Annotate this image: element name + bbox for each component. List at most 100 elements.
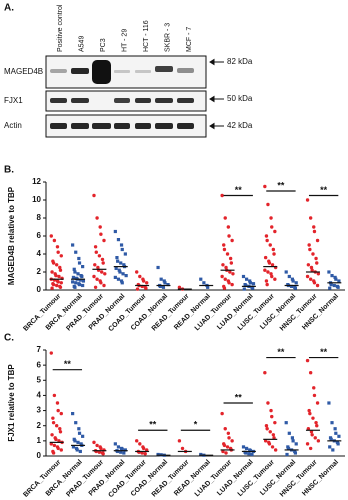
point — [270, 263, 275, 267]
y-tick-label: 0 — [37, 451, 42, 460]
point — [223, 277, 227, 281]
arrowhead — [209, 122, 215, 130]
x-tick-label: COAD_Tumour — [107, 459, 148, 500]
point — [202, 281, 206, 285]
band — [92, 60, 111, 84]
point — [56, 408, 60, 413]
point — [310, 268, 314, 272]
point — [98, 225, 102, 229]
point — [138, 274, 142, 279]
point — [264, 234, 269, 238]
point — [264, 279, 269, 283]
point — [51, 420, 56, 425]
point — [51, 451, 56, 455]
x-tick-label: PRAD_Tumour — [65, 293, 105, 333]
point — [77, 256, 81, 261]
point — [77, 261, 82, 265]
band — [155, 123, 173, 129]
point — [334, 431, 338, 435]
point — [71, 243, 75, 247]
point — [315, 283, 320, 288]
band — [135, 98, 151, 103]
point — [119, 279, 124, 283]
point — [272, 436, 276, 440]
point — [51, 416, 55, 420]
point — [54, 263, 59, 267]
point — [227, 234, 231, 238]
point — [122, 451, 126, 455]
point — [306, 427, 311, 431]
point — [78, 449, 82, 454]
point — [312, 281, 317, 285]
point — [294, 281, 298, 285]
band — [114, 123, 130, 129]
point — [180, 446, 185, 451]
point — [117, 268, 121, 272]
point — [135, 270, 139, 274]
point — [241, 445, 246, 449]
point — [312, 393, 317, 398]
point — [118, 270, 122, 274]
point — [92, 440, 96, 445]
lane-label: SKBR - 3 — [164, 23, 171, 52]
lane-label: HT - 29 — [121, 29, 128, 52]
point — [119, 261, 123, 265]
point — [81, 279, 86, 283]
point — [113, 229, 117, 234]
point — [312, 225, 316, 229]
point — [224, 265, 228, 270]
point — [76, 440, 80, 444]
point — [263, 371, 267, 375]
point — [58, 285, 63, 289]
point — [52, 393, 57, 398]
point — [225, 445, 230, 449]
point — [311, 252, 315, 256]
x-tick-label: HNSC_Tumour — [279, 293, 319, 333]
point — [123, 252, 127, 256]
point — [315, 401, 320, 405]
point — [244, 446, 249, 451]
x-tick-label: PRAD_Tumour — [65, 459, 105, 499]
point — [332, 283, 336, 288]
point — [269, 408, 273, 413]
point — [310, 433, 314, 437]
band — [135, 70, 151, 73]
point — [159, 277, 163, 281]
point — [267, 442, 272, 446]
point — [329, 437, 333, 441]
point — [57, 274, 61, 279]
point — [293, 286, 298, 290]
lane-label: PC3 — [100, 38, 107, 52]
point — [242, 287, 246, 291]
point — [293, 451, 298, 455]
point — [56, 250, 60, 254]
point — [273, 448, 278, 452]
point — [101, 261, 105, 265]
y-tick-label: 4 — [37, 249, 42, 258]
band — [114, 70, 130, 73]
point — [311, 416, 315, 420]
point — [57, 439, 61, 443]
point — [52, 238, 57, 243]
point — [156, 265, 160, 270]
point — [222, 243, 226, 247]
point — [99, 232, 103, 236]
point — [336, 442, 340, 446]
point — [270, 445, 275, 449]
lane-label: MCF - 7 — [186, 27, 193, 52]
point — [251, 282, 256, 286]
point — [337, 434, 341, 438]
point — [120, 281, 124, 285]
point — [119, 450, 123, 454]
point — [94, 250, 98, 254]
point — [222, 247, 227, 252]
point — [314, 420, 318, 425]
point — [199, 277, 203, 281]
point — [305, 274, 310, 279]
point — [333, 427, 337, 431]
point — [49, 234, 53, 238]
band — [177, 98, 194, 103]
point — [265, 282, 269, 287]
point — [73, 439, 77, 443]
